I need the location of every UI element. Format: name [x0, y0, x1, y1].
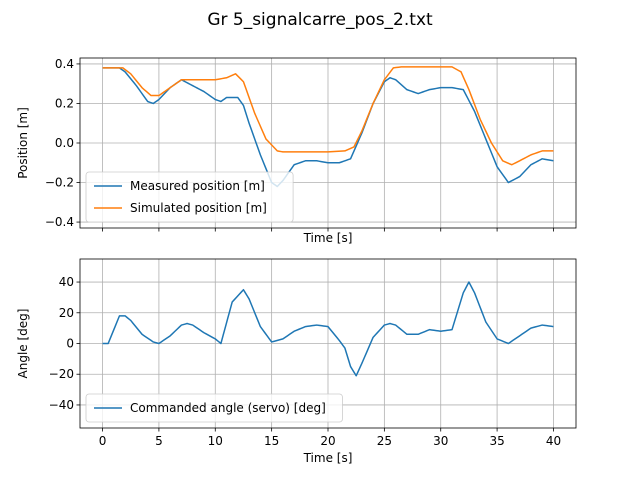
- legend-box: [85, 171, 294, 223]
- x-tick-label: 35: [489, 434, 504, 448]
- x-tick-label: 20: [320, 434, 335, 448]
- x-axis-label: Time [s]: [303, 231, 353, 245]
- y-tick-label: −40: [49, 398, 74, 412]
- axes-layer: −0.4 −0.2 0.0 0.2 0.4 Time [s] Position [m] Mea…: [16, 57, 577, 465]
- legend-box: [85, 393, 343, 423]
- legend: Measured position [m] Simulated position …: [85, 171, 294, 223]
- x-tick-label: 10: [208, 434, 223, 448]
- x-tick-label: 0: [99, 434, 107, 448]
- y-tick-label: −20: [49, 367, 74, 381]
- y-tick-label: −0.2: [45, 176, 74, 190]
- x-tick-label: 15: [264, 434, 279, 448]
- y-tick-label: 0: [66, 337, 74, 351]
- x-tick-label: 30: [433, 434, 448, 448]
- y-tick-label: 0.4: [55, 57, 74, 71]
- legend-entry: Measured position [m]: [130, 179, 265, 193]
- legend: Commanded angle (servo) [deg]: [85, 393, 343, 423]
- series-line-2: [102, 66, 554, 166]
- y-axis-label: Angle [deg]: [16, 309, 30, 379]
- series-line-1: [102, 281, 554, 377]
- y-tick-label: 0.2: [55, 96, 74, 110]
- y-axis-label: Position [m]: [16, 107, 30, 179]
- axes-1: −0.4 −0.2 0.0 0.2 0.4 Time [s] Position [m] Mea…: [16, 57, 577, 245]
- figure-title: Gr 5_signalcarre_pos_2.txt: [207, 10, 433, 30]
- legend-entry: Commanded angle (servo) [deg]: [130, 401, 326, 415]
- y-tick-label: 40: [59, 275, 74, 289]
- x-tick-label: 25: [377, 434, 392, 448]
- y-tick-label: 0.0: [55, 136, 74, 150]
- x-tick-label: 40: [546, 434, 561, 448]
- y-tick-label: −0.4: [45, 215, 74, 229]
- x-axis-label: Time [s]: [303, 451, 353, 465]
- legend-entry: Simulated position [m]: [130, 201, 267, 215]
- axes-2: 0 5 10 15 20 25 30 35 40 −40 −20 0 20 40 Time [s] Angle…: [16, 258, 577, 465]
- y-tick-label: 20: [59, 306, 74, 320]
- x-tick-label: 5: [155, 434, 163, 448]
